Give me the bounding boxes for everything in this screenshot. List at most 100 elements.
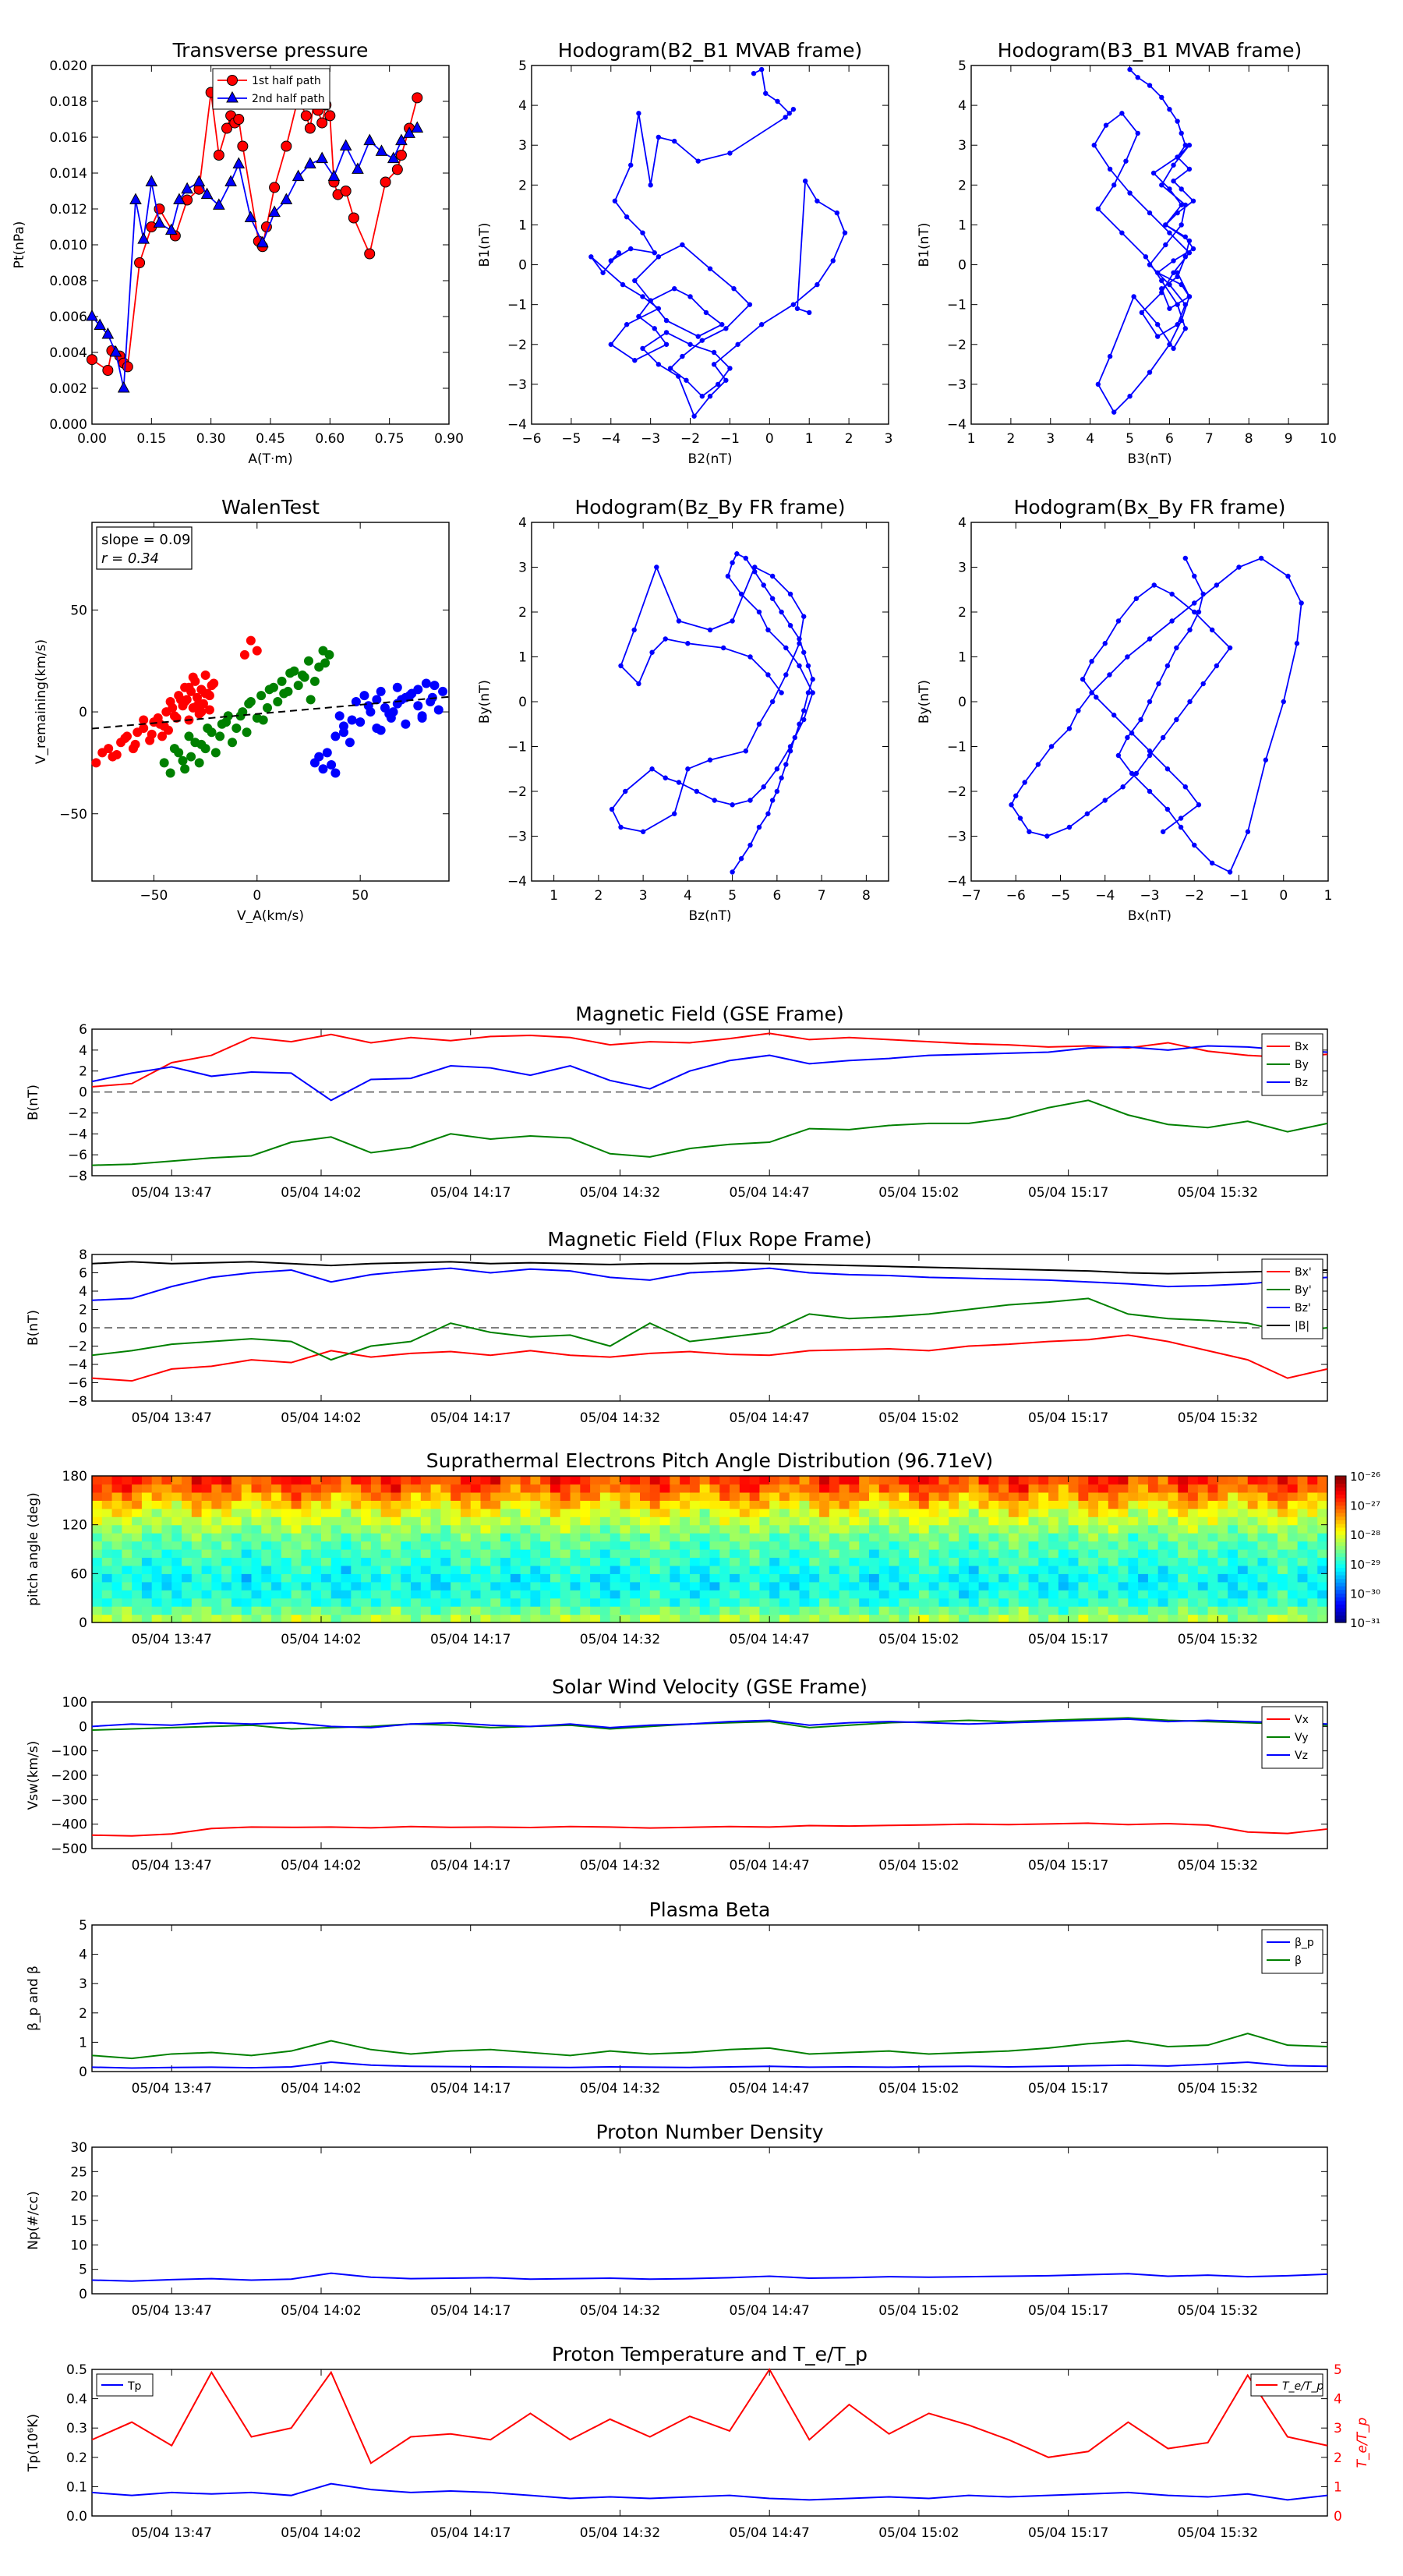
heatmap-cell — [909, 1590, 920, 1599]
heatmap-cell — [1317, 1598, 1328, 1607]
heatmap-cell — [380, 1541, 392, 1550]
heatmap-cell — [1157, 1549, 1169, 1559]
heatmap-cell — [640, 1500, 651, 1509]
heatmap-cell — [151, 1541, 163, 1550]
heatmap-cell — [1058, 1500, 1069, 1509]
heatmap-cell — [749, 1590, 761, 1599]
heatmap-cell — [111, 1491, 122, 1501]
heatmap-cell — [689, 1590, 701, 1599]
heatmap-cell — [351, 1524, 362, 1534]
scatter-point — [324, 649, 334, 660]
heatmap-cell — [440, 1524, 451, 1534]
heatmap-cell — [749, 1500, 761, 1509]
heatmap-cell — [1048, 1549, 1059, 1559]
heatmap-cell — [769, 1549, 780, 1559]
heatmap-cell — [510, 1476, 521, 1485]
heatmap-cell — [430, 1516, 441, 1526]
data-point — [747, 302, 753, 307]
heatmap-cell — [311, 1557, 322, 1566]
data-point — [640, 230, 645, 235]
heatmap-cell — [560, 1484, 571, 1493]
heatmap-cell — [819, 1541, 830, 1550]
heatmap-cell — [171, 1598, 182, 1607]
heatmap-cell — [659, 1614, 670, 1623]
heatmap-cell — [1008, 1516, 1020, 1526]
heatmap-cell — [649, 1598, 661, 1607]
heatmap-cell — [430, 1484, 441, 1493]
heatmap-cell — [759, 1508, 770, 1517]
heatmap-cell — [1088, 1500, 1099, 1509]
heatmap-cell — [959, 1491, 970, 1501]
data-point — [624, 214, 630, 220]
heatmap-cell — [819, 1557, 830, 1566]
heatmap-cell — [968, 1606, 980, 1615]
heatmap-cell — [341, 1590, 352, 1599]
heatmap-cell — [719, 1508, 730, 1517]
heatmap-cell — [1038, 1565, 1049, 1574]
data-point — [237, 140, 249, 152]
heatmap-cell — [1128, 1598, 1139, 1607]
heatmap-cell — [670, 1484, 680, 1493]
heatmap-cell — [440, 1533, 451, 1542]
scatter-point — [231, 723, 242, 733]
heatmap-cell — [699, 1598, 711, 1607]
heatmap-cell — [998, 1581, 1009, 1591]
heatmap-cell — [779, 1500, 790, 1509]
heatmap-cell — [1247, 1541, 1259, 1550]
heatmap-cell — [311, 1614, 322, 1623]
heatmap-cell — [301, 1590, 312, 1599]
x-tick-label: 05/04 14:17 — [430, 1632, 511, 1647]
heatmap-cell — [361, 1491, 372, 1501]
heatmap-cell — [261, 1524, 272, 1534]
heatmap-cell — [968, 1500, 980, 1509]
chart-title: WalenTest — [221, 496, 320, 518]
heatmap-cell — [889, 1516, 899, 1526]
heatmap-cell — [620, 1614, 631, 1623]
heatmap-cell — [151, 1491, 163, 1501]
heatmap-cell — [490, 1549, 501, 1559]
scatter-point — [314, 752, 324, 762]
heatmap-cell — [998, 1516, 1009, 1526]
heatmap-cell — [182, 1500, 193, 1509]
data-point — [656, 134, 662, 140]
heatmap-cell — [699, 1500, 711, 1509]
y-tick-label: −2 — [68, 1106, 87, 1121]
heatmap-cell — [1157, 1557, 1169, 1566]
heatmap-cell — [620, 1491, 631, 1501]
heatmap-cell — [550, 1598, 561, 1607]
heatmap-cell — [191, 1533, 203, 1542]
heatmap-cell — [1048, 1541, 1059, 1550]
data-point — [304, 157, 316, 168]
heatmap-cell — [978, 1524, 990, 1534]
heatmap-cell — [560, 1581, 571, 1591]
data-point — [1133, 770, 1140, 777]
heatmap-cell — [878, 1533, 890, 1542]
heatmap-cell — [401, 1581, 412, 1591]
heatmap-cell — [420, 1581, 432, 1591]
data-point — [636, 313, 641, 320]
heatmap-cell — [530, 1581, 541, 1591]
heatmap-cell — [201, 1476, 212, 1485]
colorbar-cell — [1335, 1520, 1346, 1524]
data-point — [810, 677, 815, 682]
heatmap-cell — [730, 1516, 740, 1526]
heatmap-cell — [1267, 1581, 1278, 1591]
heatmap-cell — [1157, 1524, 1169, 1534]
heatmap-cell — [351, 1606, 362, 1615]
heatmap-cell — [92, 1508, 103, 1517]
heatmap-cell — [480, 1573, 491, 1583]
heatmap-cell — [1307, 1533, 1318, 1542]
heatmap-cell — [351, 1590, 362, 1599]
heatmap-cell — [878, 1500, 890, 1509]
data-point — [676, 373, 681, 379]
heatmap-cell — [749, 1573, 761, 1583]
heatmap-cell — [889, 1533, 899, 1542]
data-point — [747, 654, 753, 660]
heatmap-cell — [699, 1484, 711, 1493]
heatmap-cell — [370, 1508, 382, 1517]
heatmap-cell — [1168, 1541, 1179, 1550]
heatmap-cell — [709, 1524, 720, 1534]
heatmap-cell — [520, 1565, 532, 1574]
heatmap-cell — [689, 1476, 701, 1485]
y-tick-label: 5 — [958, 58, 967, 74]
